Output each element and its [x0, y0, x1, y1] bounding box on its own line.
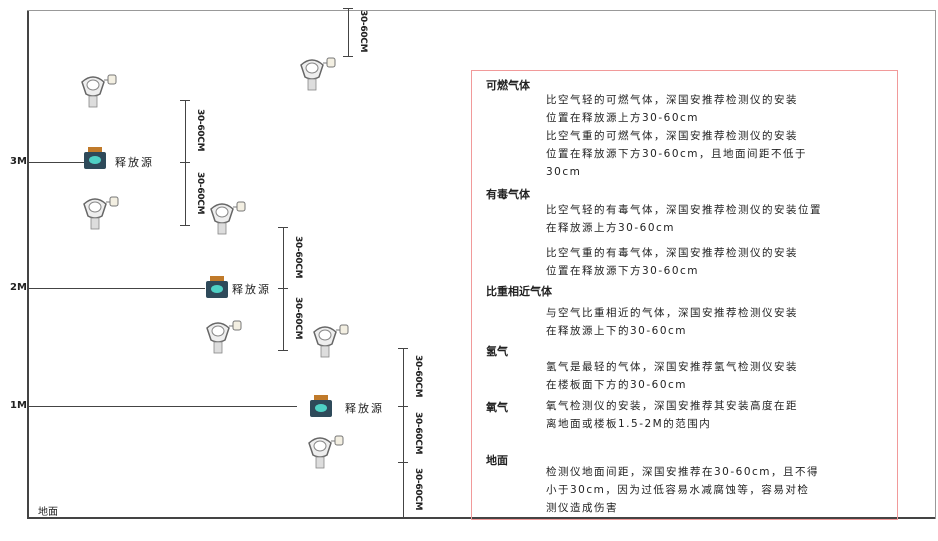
dimension-tick — [180, 100, 190, 101]
wall-line — [27, 10, 29, 519]
dimension-line — [283, 288, 284, 350]
dimension-label: 30-60CM — [293, 297, 303, 340]
dimension-tick — [278, 350, 288, 351]
dimension-label: 30-60CM — [413, 468, 423, 511]
dimension-line — [348, 8, 349, 56]
gas-detector-icon — [210, 201, 246, 235]
dimension-tick — [278, 227, 288, 228]
dimension-tick — [398, 462, 408, 463]
dimension-label: 30-60CM — [358, 10, 368, 53]
level-1m-line — [29, 406, 297, 407]
ground-label: 地面 — [38, 507, 58, 518]
dimension-tick — [180, 162, 190, 163]
dimension-line — [185, 100, 186, 162]
oxygen-title: 氧气 — [486, 401, 508, 414]
oxygen-text: 氧气检测仪的安装，深国安推荐其安装高度在距 离地面或楼板1.5-2M的范围内 — [546, 400, 798, 430]
gas-detector-icon — [83, 196, 119, 230]
release-source-icon — [84, 147, 106, 169]
dimension-line — [283, 227, 284, 288]
gas-detector-icon — [206, 320, 242, 354]
dimension-label: 30-60CM — [195, 109, 205, 152]
right-border — [935, 10, 936, 519]
toxic-heavy-text: 比空气重的有毒气体，深国安推荐检测仪的安装 位置在释放源下方30-60cm — [546, 247, 798, 277]
combustible-light-text: 比空气轻的可燃气体，深国安推荐检测仪的安装 位置在释放源上方30-60cm — [546, 94, 798, 124]
gas-detector-icon — [313, 324, 349, 358]
dimension-label: 30-60CM — [413, 355, 423, 398]
ceiling-line — [27, 10, 935, 11]
release-source-icon — [206, 276, 228, 298]
level-2m-line — [29, 288, 205, 289]
dimension-line — [403, 462, 404, 518]
gas-detector-icon — [300, 57, 336, 91]
level-3m: 3M — [10, 156, 27, 167]
dimension-line — [403, 406, 404, 462]
info-panel: 可燃气体 比空气轻的可燃气体，深国安推荐检测仪的安装 位置在释放源上方30-60c… — [471, 70, 898, 520]
combustible-title: 可燃气体 — [486, 79, 530, 92]
dimension-tick — [343, 8, 353, 9]
release-source-label: 释放源 — [345, 402, 384, 415]
dimension-label: 30-60CM — [195, 171, 205, 214]
level-1m: 1M — [10, 400, 27, 411]
ground-text: 检测仪地面间距，深国安推荐在30-60cm，且不得 小于30cm，因为过低容易水减… — [546, 466, 820, 514]
combustible-heavy-text: 比空气重的可燃气体，深国安推荐检测仪的安装 位置在释放源下方30-60cm，且地面… — [546, 130, 808, 178]
dimension-label: 30-60CM — [413, 412, 423, 455]
gas-detector-icon — [81, 74, 117, 108]
dimension-label: 30-60CM — [293, 235, 303, 278]
dimension-tick — [278, 288, 288, 289]
dimension-tick — [398, 518, 408, 519]
dimension-tick — [180, 225, 190, 226]
hydrogen-title: 氢气 — [486, 345, 508, 358]
dimension-line — [185, 162, 186, 225]
release-source-icon — [310, 395, 332, 417]
toxic-light-text: 比空气轻的有毒气体，深国安推荐检测仪的安装位置 在释放源上方30-60cm — [546, 204, 822, 234]
dimension-tick — [398, 348, 408, 349]
toxic-title: 有毒气体 — [486, 188, 530, 201]
similar-text: 与空气比重相近的气体，深国安推荐检测仪安装 在释放源上下的30-60cm — [546, 307, 798, 337]
hydrogen-text: 氢气是最轻的气体，深国安推荐氢气检测仪安装 在楼板面下方的30-60cm — [546, 361, 798, 391]
similar-title: 比重相近气体 — [486, 285, 552, 298]
level-2m: 2M — [10, 282, 27, 293]
release-source-label: 释放源 — [232, 283, 271, 296]
dimension-line — [403, 348, 404, 406]
gas-detector-icon — [308, 435, 344, 469]
release-source-label: 释放源 — [115, 156, 154, 169]
dimension-tick — [398, 406, 408, 407]
floor-line — [27, 517, 935, 519]
dimension-tick — [343, 56, 353, 57]
ground-title: 地面 — [486, 454, 508, 467]
level-3m-line — [29, 162, 84, 163]
